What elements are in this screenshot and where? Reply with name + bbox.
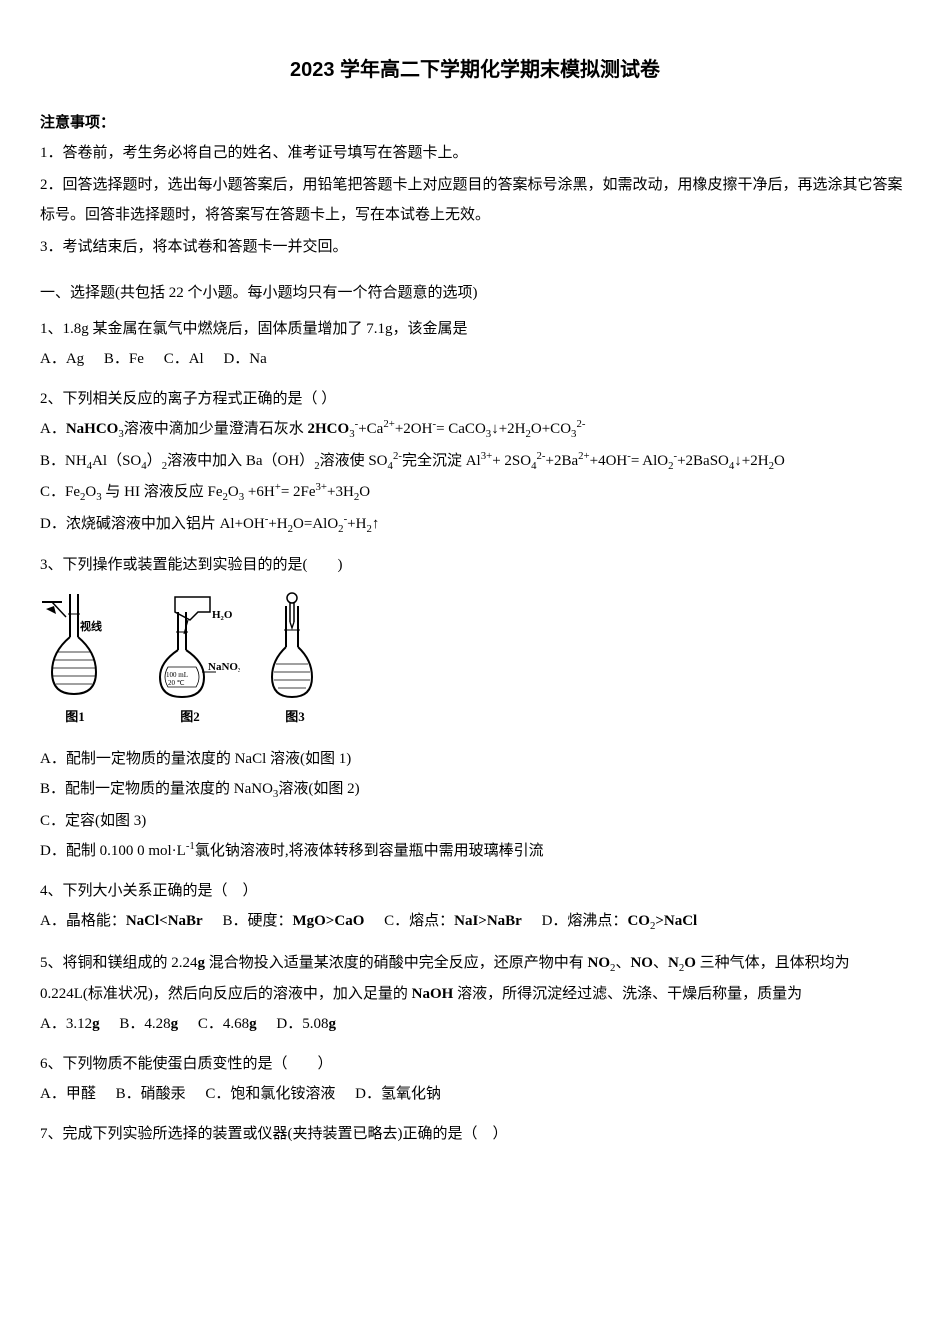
q3-opt-b: B．配制一定物质的量浓度的 NaNO3溶液(如图 2) [40,774,910,806]
q5-opt-b: B．4.28g [119,1016,178,1032]
fig2-h2o: H₂O [212,609,233,621]
q2-opt-c: C．Fe2O3 与 HI 溶液反应 Fe2O3 +6H+= 2Fe3++3H2O [40,477,910,509]
question-5: 5、将铜和镁组成的 2.24g 混合物投入适量某浓度的硝酸中完全反应，还原产物中… [40,948,910,1040]
q6-opt-d: D．氢氧化钠 [355,1086,441,1102]
notice-1: 1．答卷前，考生务必将自己的姓名、准考证号填写在答题卡上。 [40,138,910,168]
q3-opt-d: D．配制 0.100 0 mol·L-1氯化钠溶液时,将液体转移到容量瓶中需用玻… [40,836,910,866]
q2-opt-d: D．浓烧碱溶液中加入铝片 Al+OH-+H2O=AlO2-+H2↑ [40,509,910,541]
fig2-nano3: NaNO₃ [208,661,240,673]
q1-opt-d: D．Na [223,351,266,367]
q1-opt-c: C．Al [164,351,204,367]
fig3-label: 图3 [270,704,320,730]
q4-opt-a: A．晶格能：NaCl<NaBr [40,913,203,929]
exam-title: 2023 学年高二下学期化学期末模拟测试卷 [40,50,910,90]
question-6: 6、下列物质不能使蛋白质变性的是（ ） A．甲醛 B．硝酸汞 C．饱和氯化铵溶液… [40,1049,910,1109]
q6-options: A．甲醛 B．硝酸汞 C．饱和氯化铵溶液 D．氢氧化钠 [40,1079,910,1109]
question-7: 7、完成下列实验所选择的装置或仪器(夹持装置已略去)正确的是（ ） [40,1119,910,1149]
q6-opt-b: B．硝酸汞 [116,1086,186,1102]
q3-stem: 3、下列操作或装置能达到实验目的的是( ) [40,550,910,580]
fig2-vol: 100 mL [166,671,188,679]
q7-stem: 7、完成下列实验所选择的装置或仪器(夹持装置已略去)正确的是（ ） [40,1119,910,1149]
q5-opt-a: A．3.12g [40,1016,100,1032]
q4-options: A．晶格能：NaCl<NaBr B．硬度：MgO>CaO C．熔点：NaI>Na… [40,906,910,938]
figure-2: H₂O 100 mL 20 ℃ NaNO₃ 图2 [140,592,240,730]
notice-2: 2．回答选择题时，选出每小题答案后，用铅笔把答题卡上对应题目的答案标号涂黑，如需… [40,170,910,230]
fig1-text: 视线 [80,619,102,633]
q4-stem: 4、下列大小关系正确的是（ ） [40,876,910,906]
q5-opt-c: C．4.68g [198,1016,257,1032]
fig2-label: 图2 [140,704,240,730]
q4-opt-c: C．熔点：NaI>NaBr [384,913,522,929]
q5-options: A．3.12g B．4.28g C．4.68g D．5.08g [40,1009,910,1039]
fig2-temp: 20 ℃ [168,679,185,687]
q4-opt-b: B．硬度：MgO>CaO [222,913,364,929]
notice-3: 3．考试结束后，将本试卷和答题卡一并交回。 [40,232,910,262]
q3-opt-c: C．定容(如图 3) [40,806,910,836]
q2-stem: 2、下列相关反应的离子方程式正确的是（ ） [40,384,910,414]
q1-stem: 1、1.8g 某金属在氯气中燃烧后，固体质量增加了 7.1g，该金属是 [40,314,910,344]
q5-opt-d: D．5.08g [276,1016,336,1032]
q1-opt-a: A．Ag [40,351,84,367]
flask-2-icon: H₂O 100 mL 20 ℃ NaNO₃ [140,592,240,702]
q6-stem: 6、下列物质不能使蛋白质变性的是（ ） [40,1049,910,1079]
question-3: 3、下列操作或装置能达到实验目的的是( ) 视线 [40,550,910,866]
q2-opt-b: B．NH4Al（SO4）2溶液中加入 Ba（OH）2溶液使 SO42-完全沉淀 … [40,446,910,478]
question-4: 4、下列大小关系正确的是（ ） A．晶格能：NaCl<NaBr B．硬度：MgO… [40,876,910,938]
section-1-heading: 一、选择题(共包括 22 个小题。每小题均只有一个符合题意的选项) [40,278,910,308]
figure-1: 视线 图1 [40,592,110,730]
fig1-label: 图1 [40,704,110,730]
q5-stem: 5、将铜和镁组成的 2.24g 混合物投入适量某浓度的硝酸中完全反应，还原产物中… [40,948,910,1010]
q4-opt-d: D．熔沸点：CO2>NaCl [542,913,698,929]
figure-3: 图3 [270,592,320,730]
q6-opt-a: A．甲醛 [40,1086,96,1102]
flask-1-icon: 视线 [40,592,110,702]
question-1: 1、1.8g 某金属在氯气中燃烧后，固体质量增加了 7.1g，该金属是 A．Ag… [40,314,910,374]
question-2: 2、下列相关反应的离子方程式正确的是（ ） A．NaHCO3溶液中滴加少量澄清石… [40,384,910,540]
notice-label: 注意事项： [40,108,910,138]
flask-3-icon [270,592,320,702]
q2-opt-a: A．NaHCO3溶液中滴加少量澄清石灰水 2HCO3-+Ca2++2OH-= C… [40,414,910,446]
q1-opt-b: B．Fe [104,351,144,367]
q6-opt-c: C．饱和氯化铵溶液 [205,1086,335,1102]
q3-opt-a: A．配制一定物质的量浓度的 NaCl 溶液(如图 1) [40,744,910,774]
q3-figures: 视线 图1 H₂O 100 mL 20 ℃ NaNO₃ 图2 [40,592,910,730]
q1-options: A．Ag B．Fe C．Al D．Na [40,344,910,374]
